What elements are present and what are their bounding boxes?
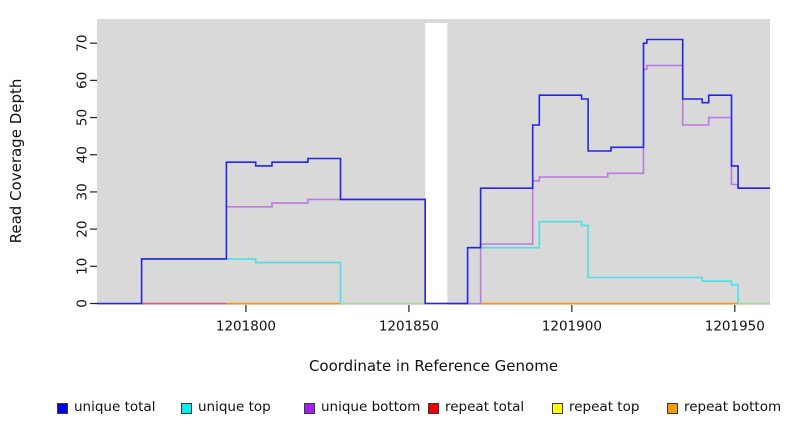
y-tick-label: 40	[75, 146, 91, 163]
legend-swatch-repeat-bottom	[667, 403, 678, 414]
y-tick-label: 70	[75, 35, 91, 52]
legend-swatch-unique-total	[57, 403, 68, 414]
y-tick-label: 20	[75, 221, 91, 238]
legend-swatch-repeat-total	[428, 403, 439, 414]
y-tick-label: 10	[75, 258, 91, 275]
y-axis-title: Read Coverage Depth	[7, 78, 25, 244]
series-line-unique-top	[467, 220, 739, 304]
legend-swatch-unique-top	[181, 403, 192, 414]
legend-item-label: unique bottom	[321, 399, 421, 415]
y-tick-label: 50	[75, 109, 91, 126]
y-tick-label: 0	[75, 299, 91, 308]
legend-swatch-repeat-top	[552, 403, 563, 414]
series-line-unique-total	[97, 38, 770, 305]
x-axis-title: Coordinate in Reference Genome	[308, 357, 559, 375]
legend-swatch-unique-bottom	[304, 403, 315, 414]
y-tick-label: 60	[75, 72, 91, 89]
x-tick-label: 1201900	[542, 319, 602, 335]
legend-item-label: repeat total	[445, 399, 525, 415]
legend-item-label: unique top	[198, 399, 271, 415]
legend: unique total unique top unique bottom repea…	[0, 398, 792, 422]
y-tick-label: 30	[75, 183, 91, 200]
legend-item-label: repeat bottom	[684, 399, 782, 415]
x-tick-label: 1201800	[216, 319, 276, 335]
coverage-gap-band	[425, 23, 448, 305]
x-tick-label: 1201950	[705, 319, 765, 335]
legend-item-label: repeat top	[569, 399, 640, 415]
legend-item-label: unique total	[74, 399, 156, 415]
x-tick-label: 1201850	[379, 319, 439, 335]
